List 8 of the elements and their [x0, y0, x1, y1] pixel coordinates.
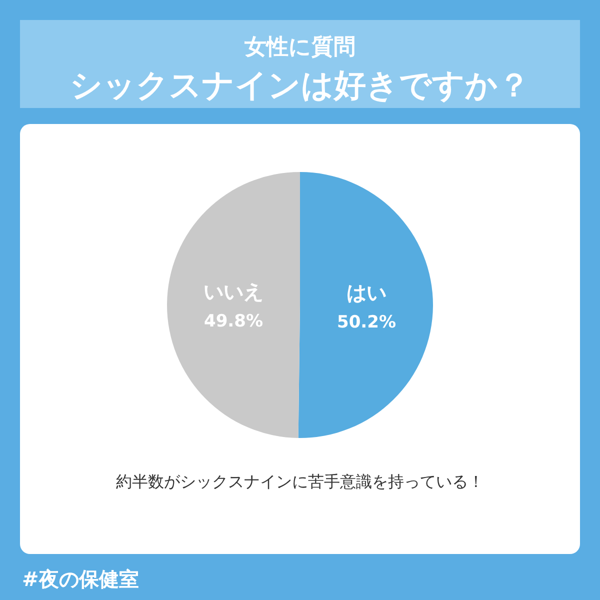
- chart-title: 女性に質問: [244, 34, 356, 60]
- pie-slice: [298, 172, 433, 438]
- text: #夜の保健室: [22, 567, 139, 591]
- pie-slice: [167, 172, 300, 438]
- text: 約半数がシックスナインに苦手意識を持っている！: [116, 472, 484, 491]
- chart-subtitle: シックスナインは好きですか？: [70, 66, 530, 104]
- data-label: 50.2%: [337, 312, 396, 332]
- slice-label: はい: [346, 280, 386, 304]
